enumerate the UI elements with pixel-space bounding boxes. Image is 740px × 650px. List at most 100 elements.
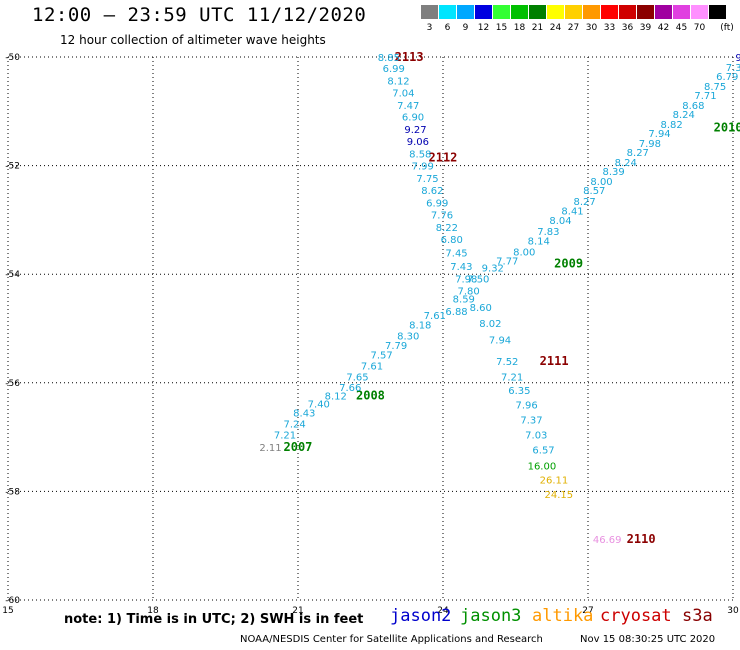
wave-height-point: 7.21 bbox=[501, 372, 523, 383]
wave-height-point: 8.24 bbox=[673, 110, 695, 121]
wave-height-point: 2.11 bbox=[259, 443, 281, 454]
legend-label: 3 bbox=[426, 23, 433, 33]
wave-height-point: 7.61 bbox=[424, 311, 446, 322]
wave-height-point: 8.18 bbox=[409, 321, 431, 332]
legend-label: 45 bbox=[675, 23, 688, 33]
wave-height-point: 8.59 bbox=[453, 295, 475, 306]
x-tick-label: 21 bbox=[292, 606, 303, 616]
footer-credit: NOAA/NESDIS Center for Satellite Applica… bbox=[240, 634, 543, 645]
wave-height-point: 7.94 bbox=[489, 335, 511, 346]
satellite-cryosat-label: cryosat bbox=[600, 606, 672, 626]
wave-height-point: 7.21 bbox=[274, 430, 296, 441]
wave-height-point: 8.30 bbox=[397, 332, 419, 343]
legend-label: 42 bbox=[657, 23, 670, 33]
wave-height-point: 8.82 bbox=[661, 120, 683, 131]
satellite-jason3-label: jason3 bbox=[460, 606, 522, 626]
legend-swatch bbox=[619, 5, 636, 19]
wave-height-point: 8.22 bbox=[436, 223, 458, 234]
legend-swatch bbox=[511, 5, 528, 19]
wave-height-point: 6.99 bbox=[426, 199, 448, 210]
wave-height-point: 46.69 bbox=[593, 535, 622, 546]
track-label: 2112 bbox=[429, 150, 458, 164]
wave-height-point: 8.27 bbox=[574, 197, 596, 208]
wave-height-point: 8.27 bbox=[627, 148, 649, 159]
wave-height-point: 8.12 bbox=[325, 391, 347, 402]
wave-height-point: 8.39 bbox=[603, 167, 625, 178]
wave-height-point: 7.79 bbox=[385, 341, 407, 352]
wave-height-point: 7.50 bbox=[467, 275, 489, 286]
legend-swatch bbox=[493, 5, 510, 19]
wave-height-point: 7.66 bbox=[339, 383, 361, 394]
legend-swatch bbox=[601, 5, 618, 19]
wave-height-point: 8.14 bbox=[528, 237, 550, 248]
legend-label: 30 bbox=[585, 23, 598, 33]
wave-height-point: 8.41 bbox=[561, 207, 583, 218]
legend-swatch bbox=[475, 5, 492, 19]
wave-height-point: 8.04 bbox=[549, 216, 571, 227]
wave-height-point: 6.35 bbox=[508, 386, 530, 397]
wave-height-point: 8.12 bbox=[387, 76, 409, 87]
wave-height-point: 7.52 bbox=[496, 357, 518, 368]
wave-height-point: 16.00 bbox=[528, 461, 557, 472]
track-label: 2010 bbox=[714, 121, 740, 135]
wave-height-point: 6.88 bbox=[445, 307, 467, 318]
legend-unit: (ft) bbox=[720, 23, 734, 33]
legend-label: 24 bbox=[549, 23, 562, 33]
wave-height-point: 7.80 bbox=[458, 286, 480, 297]
chart-title: 12:00 – 23:59 UTC 11/12/2020 bbox=[32, 4, 367, 26]
wave-height-point: 8.00 bbox=[513, 247, 535, 258]
y-tick-label: -50 bbox=[5, 53, 20, 63]
footer-timestamp: Nov 15 08:30:25 UTC 2020 bbox=[580, 634, 716, 645]
wave-height-point: 8.85 bbox=[378, 53, 400, 64]
legend-label: 36 bbox=[621, 23, 634, 33]
y-tick-label: -52 bbox=[5, 162, 20, 172]
x-tick-label: 24 bbox=[437, 606, 449, 616]
wave-height-point: 7.24 bbox=[284, 420, 306, 431]
wave-height-point: 8.75 bbox=[704, 82, 726, 93]
legend-swatch bbox=[673, 5, 690, 19]
wave-height-point: 6.99 bbox=[383, 64, 405, 75]
x-tick-label: 27 bbox=[582, 606, 593, 616]
legend-label: 27 bbox=[567, 23, 580, 33]
wave-height-point: 7.98 bbox=[639, 139, 661, 150]
legend-label: 21 bbox=[531, 23, 544, 33]
wave-height-point: 7.75 bbox=[416, 174, 438, 185]
x-tick-label: 30 bbox=[727, 606, 739, 616]
wave-height-point: 7.45 bbox=[445, 248, 467, 259]
wave-height-point: 6.90 bbox=[402, 113, 424, 124]
wave-height-point: 8.24 bbox=[615, 158, 637, 169]
legend-label: 6 bbox=[444, 23, 451, 33]
y-tick-label: -60 bbox=[5, 596, 20, 606]
track-label: 2110 bbox=[627, 532, 656, 546]
legend-swatch bbox=[529, 5, 546, 19]
legend-swatch bbox=[637, 5, 654, 19]
legend-swatch bbox=[421, 5, 438, 19]
wave-height-point: 7.76 bbox=[431, 210, 453, 221]
legend-swatch bbox=[691, 5, 708, 19]
track-label: 2008 bbox=[356, 388, 385, 402]
wave-height-point: 7.77 bbox=[496, 257, 518, 268]
wave-height-point: 8.57 bbox=[583, 186, 605, 197]
legend-label: 39 bbox=[639, 23, 652, 33]
wave-height-point: 7.94 bbox=[648, 129, 670, 140]
legend-swatch bbox=[547, 5, 564, 19]
wave-height-point: 9.32 bbox=[482, 264, 504, 275]
wave-height-point: 7.37 bbox=[520, 416, 542, 427]
legend-label: 12 bbox=[477, 23, 490, 33]
y-tick-label: -56 bbox=[5, 379, 20, 389]
wave-height-point: 8.58 bbox=[409, 150, 431, 161]
wave-height-point: 9.06 bbox=[407, 137, 429, 148]
satellite-jason2-label: jason2 bbox=[390, 606, 452, 626]
x-tick-label: 15 bbox=[2, 606, 13, 616]
wave-height-point: 7.04 bbox=[392, 88, 414, 99]
wave-height-point: 26.11 bbox=[540, 475, 569, 486]
wave-height-point: 9.27 bbox=[404, 125, 426, 136]
wave-height-point: 8.00 bbox=[590, 177, 612, 188]
legend-label: 70 bbox=[693, 23, 706, 33]
wave-height-point: 7.61 bbox=[361, 361, 383, 372]
wave-height-point: 7.98 bbox=[455, 275, 477, 286]
wave-height-point: 8.68 bbox=[682, 101, 704, 112]
wave-height-point: 7.96 bbox=[516, 401, 538, 412]
wave-height-point: 8.02 bbox=[479, 319, 501, 330]
